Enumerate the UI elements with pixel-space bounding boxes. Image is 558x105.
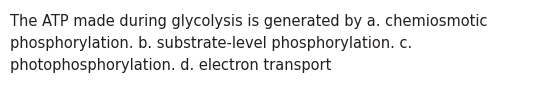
Text: photophosphorylation. d. electron transport: photophosphorylation. d. electron transp… xyxy=(10,58,331,73)
Text: phosphorylation. b. substrate-level phosphorylation. c.: phosphorylation. b. substrate-level phos… xyxy=(10,36,412,51)
Text: The ATP made during glycolysis is generated by a. chemiosmotic: The ATP made during glycolysis is genera… xyxy=(10,14,488,29)
